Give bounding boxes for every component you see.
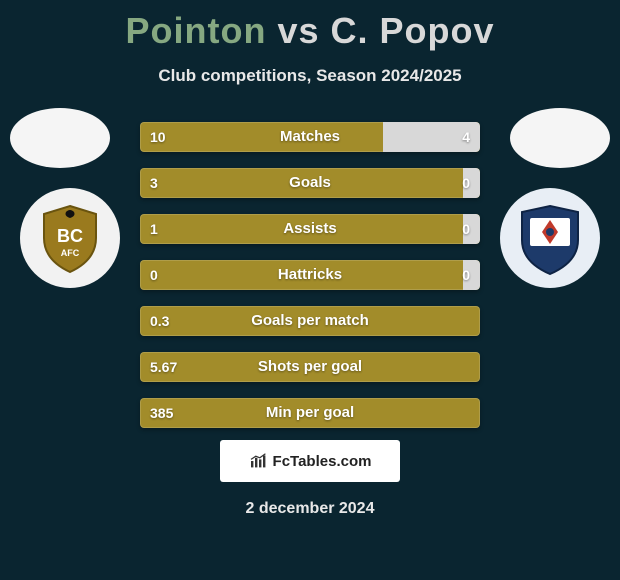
vs-text: vs xyxy=(277,10,319,51)
stat-value-right: 0 xyxy=(462,260,470,290)
player2-name: C. Popov xyxy=(331,10,495,51)
stat-value-left: 0.3 xyxy=(150,306,169,336)
svg-text:AFC: AFC xyxy=(61,248,80,258)
comparison-date: 2 december 2024 xyxy=(0,500,620,518)
stat-value-left: 3 xyxy=(150,168,158,198)
stat-bar: Goals3 0 xyxy=(140,168,480,198)
stat-bar: Shots per goal5.67 xyxy=(140,352,480,382)
svg-text:BC: BC xyxy=(57,226,83,246)
stat-value-left: 10 xyxy=(150,122,166,152)
stat-value-left: 5.67 xyxy=(150,352,177,382)
subtitle: Club competitions, Season 2024/2025 xyxy=(0,66,620,86)
stat-bar: Matches10 4 xyxy=(140,122,480,152)
stat-label: Matches xyxy=(140,122,480,152)
player2-avatar xyxy=(510,108,610,168)
stat-value-left: 0 xyxy=(150,260,158,290)
stat-bar: Hattricks0 0 xyxy=(140,260,480,290)
player1-name: Pointon xyxy=(125,10,266,51)
stat-value-left: 1 xyxy=(150,214,158,244)
stat-label: Goals per match xyxy=(140,306,480,336)
stat-bar: Assists1 0 xyxy=(140,214,480,244)
stat-label: Shots per goal xyxy=(140,352,480,382)
stat-label: Min per goal xyxy=(140,398,480,428)
stat-value-right: 4 xyxy=(462,122,470,152)
player2-club-crest xyxy=(500,188,600,288)
stat-label: Assists xyxy=(140,214,480,244)
stat-bar: Min per goal385 xyxy=(140,398,480,428)
stat-label: Hattricks xyxy=(140,260,480,290)
player1-avatar xyxy=(10,108,110,168)
stat-label: Goals xyxy=(140,168,480,198)
stat-value-right: 0 xyxy=(462,168,470,198)
shield-icon: BC AFC xyxy=(30,198,110,278)
chart-icon xyxy=(249,453,269,469)
player1-club-crest: BC AFC xyxy=(20,188,120,288)
shield-icon xyxy=(510,198,590,278)
stat-bars: Matches104Goals30Assists10Hattricks00Goa… xyxy=(140,122,480,444)
brand-box: FcTables.com xyxy=(220,440,400,482)
brand-text: FcTables.com xyxy=(273,453,372,470)
comparison-title: Pointon vs C. Popov xyxy=(0,0,620,52)
stat-bar: Goals per match0.3 xyxy=(140,306,480,336)
stat-value-left: 385 xyxy=(150,398,173,428)
stat-value-right: 0 xyxy=(462,214,470,244)
